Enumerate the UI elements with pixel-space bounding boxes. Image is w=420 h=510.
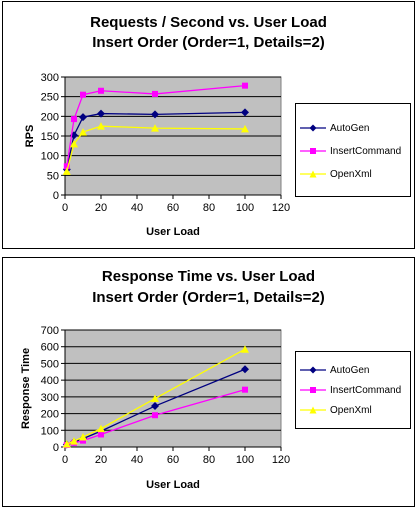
y-tick-label: 100: [41, 151, 59, 163]
chart-subtitle: Insert Order (Order=1, Details=2): [92, 289, 325, 306]
legend-label: InsertCommand: [330, 145, 402, 157]
y-tick-label: 700: [41, 325, 59, 337]
data-point-triangle: [79, 432, 87, 441]
series-line: [66, 85, 246, 167]
data-point-square: [71, 116, 77, 123]
y-tick-label: 200: [41, 111, 59, 123]
data-point-diamond: [241, 108, 249, 117]
x-tick-label: 40: [131, 202, 143, 214]
data-point-triangle: [151, 124, 159, 132]
x-axis-title: User Load: [146, 479, 200, 491]
rps-chart-panel: Requests / Second vs. User Load Insert O…: [2, 1, 415, 249]
x-tick-label: 0: [62, 454, 68, 466]
legend-item-autogen: AutoGen: [300, 121, 369, 135]
data-point-triangle: [62, 439, 71, 448]
square-marker-icon: [300, 387, 326, 393]
response-time-chart-panel: Response Time vs. User Load Insert Order…: [2, 257, 415, 507]
diamond-marker-icon: [300, 366, 326, 374]
y-tick-label: 0: [53, 190, 59, 202]
x-tick-label: 20: [95, 202, 107, 214]
legend-label: OpenXml: [330, 404, 372, 416]
data-point-square: [152, 412, 158, 419]
x-tick-label: 60: [167, 202, 179, 214]
data-point-triangle: [97, 424, 105, 433]
response-time-chart-plot: 0 100 200 300 400 500 600 700 0 20 40 60 80 100 120 Use…: [20, 325, 290, 491]
y-tick-label: 50: [47, 170, 59, 182]
data-point-square: [98, 87, 104, 94]
x-tick-label: 0: [62, 202, 68, 214]
chart-title: Response Time vs. User Load: [101, 268, 316, 285]
x-tick-label: 40: [131, 454, 143, 466]
data-point-square: [63, 163, 70, 170]
legend-item-openxml: OpenXml: [300, 403, 372, 417]
data-point-square: [80, 91, 86, 98]
triangle-marker-icon: [300, 170, 326, 178]
data-point-diamond: [79, 113, 87, 122]
series-openxml: [62, 345, 249, 448]
x-axis-title: User Load: [146, 226, 200, 238]
square-marker-icon: [300, 148, 326, 154]
y-tick-label: 150: [41, 131, 59, 143]
legend-item-autogen: AutoGen: [300, 363, 369, 377]
y-tick-label: 300: [41, 392, 59, 404]
data-point-square: [152, 90, 158, 97]
data-point-triangle: [97, 122, 105, 130]
x-tick-label: 80: [203, 202, 215, 214]
series-line: [66, 111, 246, 170]
y-axis-title: Response Time: [20, 348, 32, 429]
data-point-square: [80, 437, 86, 444]
data-point-square: [242, 82, 248, 89]
data-point-triangle: [241, 124, 249, 133]
data-point-triangle: [151, 394, 159, 403]
data-point-diamond: [97, 109, 105, 118]
legend-label: AutoGen: [330, 364, 370, 376]
diamond-marker-icon: [300, 124, 326, 132]
chart-legend: AutoGen InsertCommand OpenXml: [295, 351, 411, 429]
x-tick-label: 120: [272, 202, 290, 214]
data-point-diamond: [241, 365, 249, 374]
series-openxml: [62, 122, 249, 175]
chart-subtitle: Insert Order (Order=1, Details=2): [92, 34, 325, 51]
legend-label: OpenXml: [330, 168, 372, 180]
data-point-square: [98, 431, 104, 438]
x-tick-label: 100: [236, 202, 254, 214]
legend-item-openxml: OpenXml: [300, 167, 372, 181]
x-tick-label: 60: [167, 454, 179, 466]
x-tick-label: 80: [203, 454, 215, 466]
series-line: [66, 125, 246, 172]
x-tick-label: 100: [236, 454, 254, 466]
triangle-marker-icon: [300, 406, 326, 414]
chart-legend: AutoGen InsertCommand OpenXml: [295, 103, 411, 197]
y-tick-label: 250: [41, 92, 59, 104]
y-tick-label: 0: [53, 442, 59, 454]
data-point-triangle: [70, 139, 78, 148]
y-axis-title: RPS: [24, 125, 36, 148]
legend-label: InsertCommand: [330, 384, 402, 396]
y-tick-label: 500: [41, 358, 59, 370]
legend-item-insertcommand: InsertCommand: [300, 383, 401, 397]
series-insertcommand: [63, 82, 248, 170]
y-tick-label: 400: [41, 375, 59, 387]
x-tick-label: 20: [95, 454, 107, 466]
rps-chart-plot: 0 50 100 150 200 250 300 0 20 40 60 80 100 120 User Lo…: [24, 72, 290, 238]
data-point-triangle: [70, 437, 78, 445]
y-tick-label: 200: [41, 409, 59, 421]
y-tick-label: 600: [41, 342, 59, 354]
data-point-diamond: [151, 110, 159, 119]
data-point-triangle: [241, 345, 249, 353]
y-tick-label: 100: [41, 425, 59, 437]
y-tick-label: 300: [41, 72, 59, 84]
data-point-square: [242, 386, 248, 393]
data-point-triangle: [79, 128, 87, 136]
legend-label: AutoGen: [330, 122, 370, 134]
data-point-diamond: [151, 402, 159, 411]
data-point-triangle: [62, 167, 71, 175]
chart-title: Requests / Second vs. User Load: [90, 14, 327, 31]
x-tick-label: 120: [272, 454, 290, 466]
legend-item-insertcommand: InsertCommand: [300, 144, 401, 158]
